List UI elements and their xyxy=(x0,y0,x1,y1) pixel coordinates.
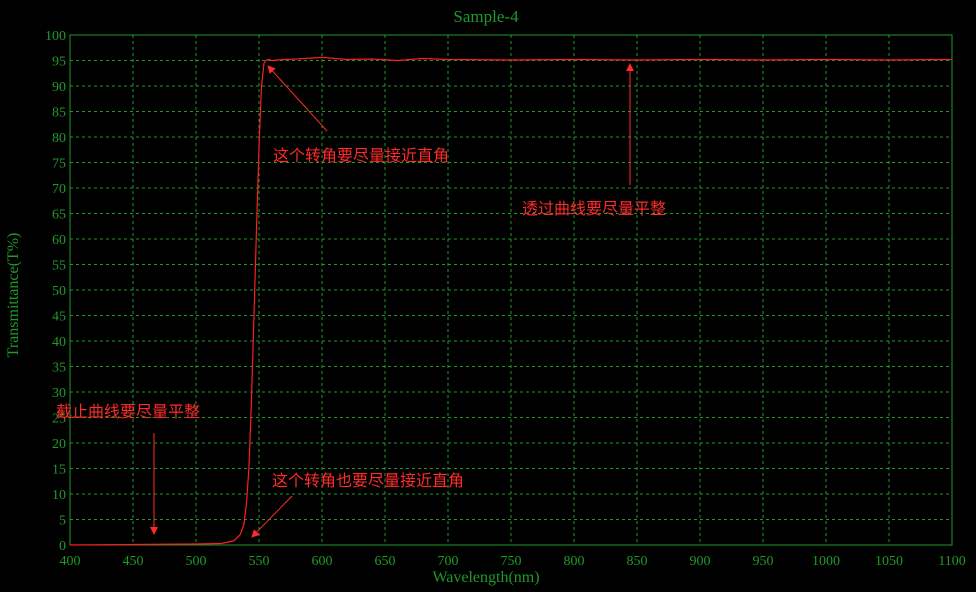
x-tick-label: 850 xyxy=(627,554,648,569)
y-tick-label: 80 xyxy=(52,131,66,146)
x-tick-label: 650 xyxy=(375,554,396,569)
annotation-stopband: 截止曲线要尽量平整 xyxy=(56,402,200,535)
annotation-stopband-text: 截止曲线要尽量平整 xyxy=(56,402,200,421)
annotation-corner-bottom-text: 这个转角也要尽量接近直角 xyxy=(272,471,464,490)
x-tick-labels: 400 450 500 550 600 650 700 750 800 850 900 950 1000… xyxy=(60,554,966,569)
annotation-corner-bottom-arrow xyxy=(251,495,293,538)
x-tick-label: 1000 xyxy=(812,554,840,569)
x-tick-label: 550 xyxy=(249,554,270,569)
y-tick-label: 75 xyxy=(52,157,66,172)
annotation-corner-bottom: 这个转角也要尽量接近直角 xyxy=(251,471,464,538)
y-tick-label: 20 xyxy=(52,437,66,452)
x-tick-label: 1100 xyxy=(938,554,965,569)
y-tick-label: 35 xyxy=(52,361,66,376)
y-tick-label: 45 xyxy=(52,310,66,325)
y-tick-label: 90 xyxy=(52,80,66,95)
y-tick-label: 95 xyxy=(52,55,66,70)
y-tick-label: 70 xyxy=(52,182,66,197)
y-tick-label: 15 xyxy=(52,463,66,478)
y-tick-label: 5 xyxy=(59,514,66,529)
y-tick-label: 60 xyxy=(52,233,66,248)
x-tick-label: 500 xyxy=(186,554,207,569)
annotation-corner-top-text: 这个转角要尽量接近直角 xyxy=(273,146,449,165)
annotation-passband: 透过曲线要尽量平整 xyxy=(522,63,666,218)
chart-title: Sample-4 xyxy=(453,7,519,26)
x-tick-label: 400 xyxy=(60,554,81,569)
y-tick-label: 65 xyxy=(52,208,66,223)
y-tick-labels: 0 5 10 15 20 25 30 35 40 45 50 55 60 65 70 75 80 85 90 95 10… xyxy=(45,29,66,554)
x-tick-label: 900 xyxy=(690,554,711,569)
x-tick-label: 950 xyxy=(753,554,774,569)
y-tick-label: 40 xyxy=(52,335,66,350)
y-tick-label: 85 xyxy=(52,106,66,121)
x-tick-label: 450 xyxy=(123,554,144,569)
annotation-corner-top-arrow xyxy=(267,65,328,132)
y-axis-label: Transmittance(T%) xyxy=(5,233,22,358)
plot-border xyxy=(69,34,953,546)
y-tick-label: 0 xyxy=(59,539,66,554)
transmittance-series-line xyxy=(69,56,953,546)
y-tick-label: 10 xyxy=(52,488,66,503)
x-axis-label: Wavelength(nm) xyxy=(432,569,539,586)
x-tick-label: 600 xyxy=(312,554,333,569)
y-tick-label: 50 xyxy=(52,284,66,299)
y-tick-label: 55 xyxy=(52,259,66,274)
x-tick-label: 700 xyxy=(438,554,459,569)
x-tick-label: 1050 xyxy=(875,554,903,569)
annotation-corner-top: 这个转角要尽量接近直角 xyxy=(267,65,449,165)
annotation-passband-text: 透过曲线要尽量平整 xyxy=(522,199,666,218)
x-tick-label: 800 xyxy=(564,554,585,569)
grid xyxy=(70,35,952,545)
y-tick-label: 30 xyxy=(52,386,66,401)
x-tick-label: 750 xyxy=(501,554,522,569)
y-tick-label: 25 xyxy=(52,412,66,427)
y-tick-label: 100 xyxy=(45,29,66,44)
